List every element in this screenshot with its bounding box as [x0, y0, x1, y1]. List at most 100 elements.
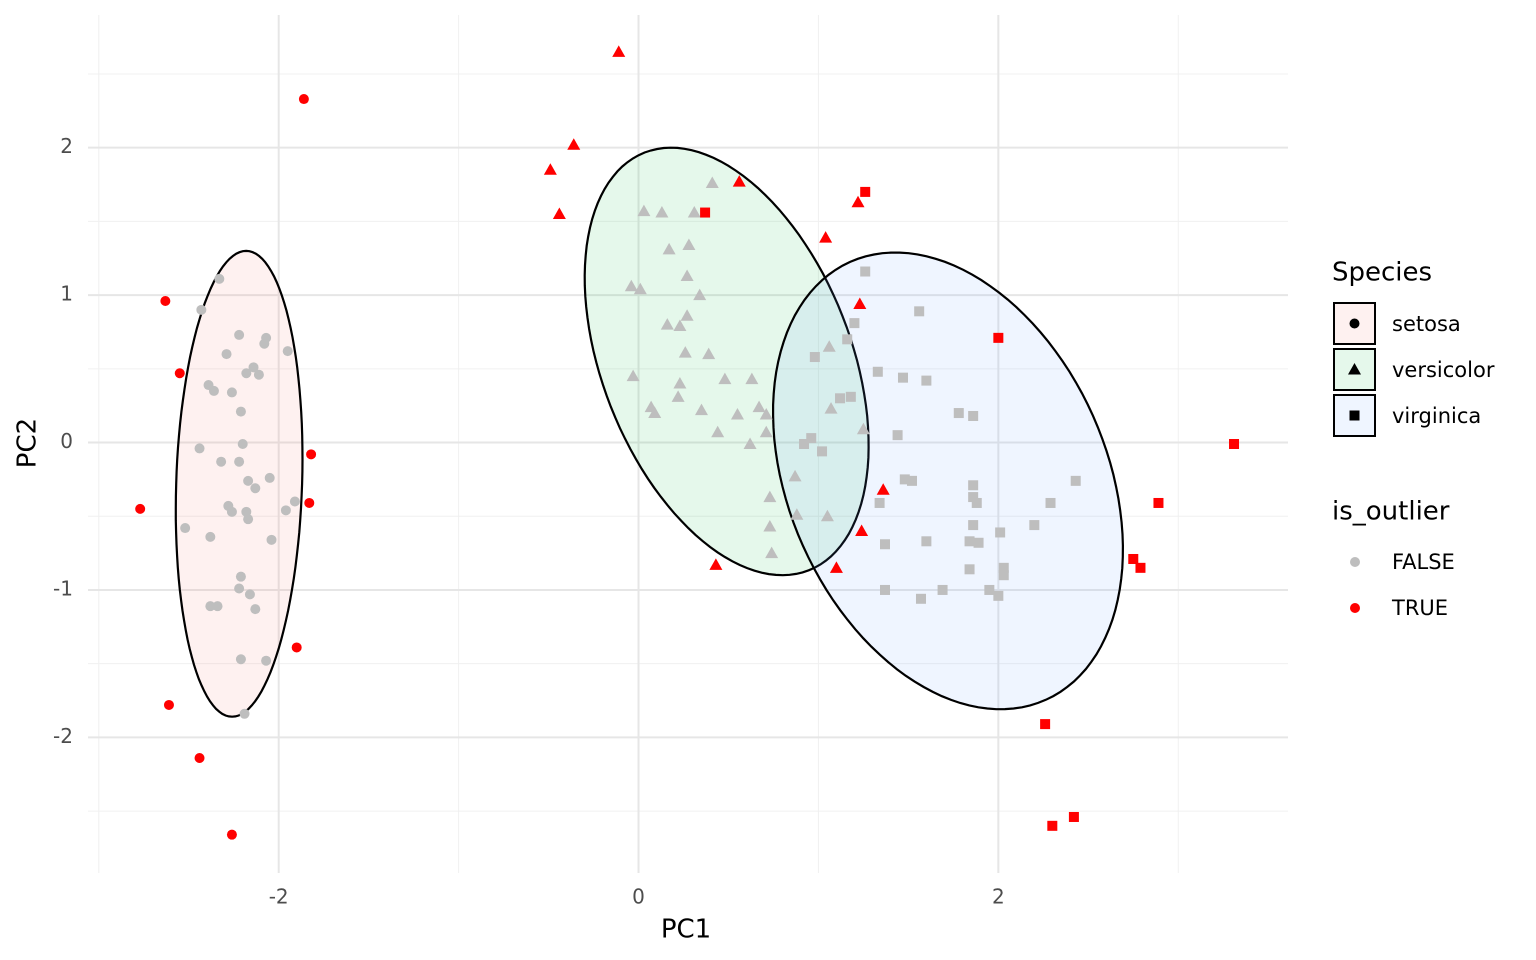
- ellipse: [583, 146, 870, 577]
- point: [244, 589, 255, 600]
- point: [790, 508, 804, 520]
- point: [876, 483, 890, 495]
- point: [235, 654, 246, 665]
- point: [552, 207, 566, 220]
- point: [998, 562, 1009, 573]
- point: [1045, 497, 1056, 508]
- point: [964, 564, 975, 575]
- point: [1229, 439, 1240, 449]
- point: [1068, 811, 1079, 822]
- point: [799, 439, 810, 449]
- point: [678, 346, 692, 358]
- legend-title: Species: [1332, 258, 1432, 288]
- point: [682, 238, 696, 250]
- point: [856, 422, 870, 435]
- point: [880, 539, 891, 550]
- point: [253, 369, 264, 380]
- point: [968, 410, 979, 421]
- point: [282, 346, 293, 357]
- point: [1128, 553, 1139, 564]
- point: [1047, 820, 1058, 831]
- legend-label: setosa: [1392, 312, 1461, 336]
- point: [633, 282, 647, 295]
- point: [993, 332, 1004, 343]
- point: [259, 338, 270, 349]
- legend-symbol: [1348, 363, 1361, 375]
- point: [160, 296, 171, 306]
- point: [671, 390, 685, 402]
- point: [937, 584, 948, 595]
- point: [853, 297, 867, 309]
- point: [291, 642, 302, 653]
- point: [763, 520, 777, 532]
- point: [732, 175, 746, 187]
- point: [248, 362, 259, 373]
- point: [915, 593, 926, 604]
- y-tick-label: -1: [53, 576, 73, 600]
- point: [906, 475, 917, 486]
- point: [855, 524, 869, 536]
- point: [660, 318, 674, 330]
- point: [743, 437, 757, 449]
- point: [849, 318, 860, 329]
- point: [921, 375, 932, 386]
- point: [968, 492, 979, 503]
- point: [306, 449, 317, 460]
- y-axis-title: PC2: [13, 418, 43, 468]
- point: [1070, 475, 1081, 486]
- point: [763, 490, 777, 503]
- point: [567, 138, 581, 150]
- point: [809, 352, 820, 363]
- point: [243, 514, 254, 525]
- point: [897, 372, 908, 383]
- point: [226, 829, 237, 840]
- point: [266, 534, 277, 545]
- point: [702, 347, 716, 360]
- point: [829, 561, 843, 573]
- x-tick-label: 2: [992, 885, 1005, 909]
- y-tick-label: 0: [60, 429, 73, 453]
- point: [655, 206, 669, 218]
- point: [208, 385, 219, 396]
- point: [968, 520, 979, 531]
- point: [971, 497, 982, 508]
- point: [984, 584, 995, 595]
- point: [730, 408, 744, 420]
- legend-label: virginica: [1392, 404, 1481, 428]
- point: [880, 584, 891, 595]
- point: [953, 408, 964, 419]
- point: [845, 391, 856, 402]
- point: [194, 753, 205, 764]
- point: [745, 372, 759, 385]
- point: [1153, 497, 1164, 508]
- point: [612, 45, 626, 57]
- point: [237, 439, 248, 449]
- point: [214, 273, 225, 284]
- point: [788, 469, 802, 482]
- point: [289, 496, 300, 507]
- point: [687, 206, 701, 218]
- point: [235, 571, 246, 582]
- point: [304, 497, 315, 508]
- point: [234, 456, 245, 467]
- point: [680, 309, 694, 321]
- point: [543, 163, 557, 175]
- legend-title: is_outlier: [1332, 497, 1450, 527]
- point: [298, 94, 309, 105]
- point: [835, 393, 846, 404]
- point: [673, 377, 687, 389]
- point: [993, 590, 1004, 601]
- point: [711, 425, 725, 438]
- point: [759, 408, 773, 420]
- point: [280, 505, 291, 516]
- point: [964, 536, 975, 547]
- point: [995, 527, 1006, 538]
- point: [718, 372, 732, 385]
- legend-symbol: [1350, 603, 1360, 613]
- point: [205, 531, 216, 542]
- point: [205, 601, 216, 612]
- point: [135, 503, 146, 514]
- point: [250, 483, 261, 494]
- point: [973, 537, 984, 548]
